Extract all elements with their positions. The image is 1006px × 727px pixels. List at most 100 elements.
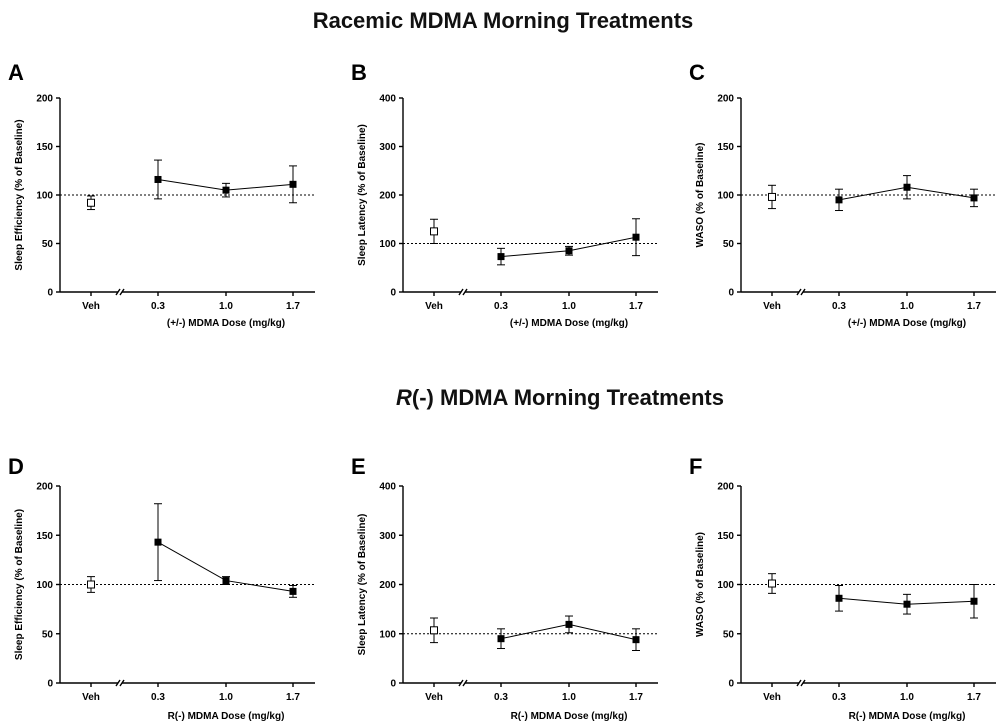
axis-break-mark (458, 288, 464, 296)
dose-point (565, 247, 573, 255)
dose-point (497, 635, 505, 643)
x-tick-label: 0.3 (494, 692, 508, 703)
y-tick-label: 200 (379, 580, 396, 591)
x-tick-label: 1.0 (219, 301, 233, 312)
dose-point (903, 600, 911, 608)
dose-point (835, 196, 843, 204)
y-tick-label: 50 (723, 239, 735, 250)
x-tick-label: 1.7 (967, 301, 981, 312)
panel-letter: E (351, 454, 366, 479)
x-tick-label: 1.7 (629, 692, 643, 703)
vehicle-point (768, 579, 776, 588)
x-tick-label-vehicle: Veh (82, 692, 100, 703)
panel-B: B 0 100 200 300 400 Sleep Latency (% of Baseli… (351, 60, 658, 329)
dose-point (565, 620, 573, 628)
axis-break-mark (800, 679, 806, 687)
y-tick-label: 100 (36, 580, 53, 591)
y-tick-label: 100 (379, 239, 396, 250)
y-axis-label: Sleep Efficiency (% of Baseline) (14, 119, 25, 270)
vehicle-point (87, 580, 95, 589)
y-axis-label: Sleep Latency (% of Baseline) (357, 124, 368, 266)
x-axis-label: R(-) MDMA Dose (mg/kg) (849, 711, 966, 722)
x-tick-label: 0.3 (832, 692, 846, 703)
y-tick-label: 400 (379, 94, 396, 105)
x-tick-label: 0.3 (151, 301, 165, 312)
y-tick-label: 300 (379, 142, 396, 153)
y-tick-label: 0 (47, 288, 53, 299)
dose-point (497, 253, 505, 261)
x-tick-label: 1.0 (562, 692, 576, 703)
dose-point (970, 597, 978, 605)
vehicle-point (87, 198, 95, 207)
x-tick-label: 0.3 (151, 692, 165, 703)
vehicle-point (768, 192, 776, 201)
x-tick-label: 0.3 (832, 301, 846, 312)
x-tick-label-vehicle: Veh (425, 692, 443, 703)
x-tick-label-vehicle: Veh (763, 301, 781, 312)
axis-break-mark (458, 679, 464, 687)
y-tick-label: 100 (717, 580, 734, 591)
vehicle-point (430, 227, 438, 236)
x-tick-label: 1.0 (562, 301, 576, 312)
x-tick-label: 1.0 (219, 692, 233, 703)
x-tick-label: 1.7 (286, 692, 300, 703)
x-tick-label: 1.0 (900, 301, 914, 312)
axis-break-mark (800, 288, 806, 296)
y-tick-label: 50 (42, 239, 54, 250)
y-tick-label: 200 (379, 191, 396, 202)
dose-point (289, 180, 297, 188)
x-axis-label: R(-) MDMA Dose (mg/kg) (168, 711, 285, 722)
dose-point (154, 538, 162, 546)
y-tick-label: 150 (36, 531, 53, 542)
x-tick-label: 1.7 (286, 301, 300, 312)
panel-letter: C (689, 60, 705, 85)
axis-break-mark (119, 679, 125, 687)
y-tick-label: 200 (717, 94, 734, 105)
panel-C: C 0 50 100 150 200 WASO (% of Baseline) Veh 0.3 1… (689, 60, 996, 329)
y-tick-label: 150 (36, 142, 53, 153)
panel-A: A 0 50 100 150 200 Sleep Efficiency (% of Base… (8, 60, 315, 329)
panel-letter: F (689, 454, 702, 479)
axis-break-mark (115, 679, 121, 687)
dose-point (632, 636, 640, 644)
y-tick-label: 50 (723, 629, 735, 640)
row-title-racemic: Racemic MDMA Morning Treatments (313, 8, 694, 33)
y-tick-label: 0 (47, 679, 53, 690)
x-axis-label: (+/-) MDMA Dose (mg/kg) (510, 318, 628, 329)
y-tick-label: 200 (36, 94, 53, 105)
axis-break-mark (115, 288, 121, 296)
panel-E: E 0 100 200 300 400 Sleep Latency (% of Baseli… (351, 454, 658, 722)
y-tick-label: 100 (379, 629, 396, 640)
y-axis-label: WASO (% of Baseline) (695, 142, 706, 247)
x-tick-label-vehicle: Veh (425, 301, 443, 312)
x-tick-label-vehicle: Veh (763, 692, 781, 703)
dose-point (154, 175, 162, 183)
x-axis-label: R(-) MDMA Dose (mg/kg) (511, 711, 628, 722)
panel-letter: D (8, 454, 24, 479)
y-axis-label: Sleep Efficiency (% of Baseline) (14, 509, 25, 660)
axis-break-mark (796, 679, 802, 687)
y-axis-label: Sleep Latency (% of Baseline) (357, 514, 368, 656)
y-tick-label: 150 (717, 531, 734, 542)
y-tick-label: 100 (36, 191, 53, 202)
row-title-italic: R (396, 385, 412, 410)
y-tick-label: 0 (390, 288, 396, 299)
axis-break-mark (119, 288, 125, 296)
y-tick-label: 0 (728, 288, 734, 299)
x-tick-label: 1.7 (629, 301, 643, 312)
axis-break-mark (796, 288, 802, 296)
dose-point (289, 587, 297, 595)
x-tick-label: 0.3 (494, 301, 508, 312)
axis-break-mark (462, 679, 468, 687)
dose-point (970, 194, 978, 202)
x-tick-label: 1.0 (900, 692, 914, 703)
x-tick-label: 1.7 (967, 692, 981, 703)
x-axis-label: (+/-) MDMA Dose (mg/kg) (848, 318, 966, 329)
row-title-text: Racemic MDMA Morning Treatments (313, 8, 694, 33)
y-tick-label: 400 (379, 482, 396, 493)
y-tick-label: 100 (717, 191, 734, 202)
vehicle-point (430, 626, 438, 635)
row-title-text: (-) MDMA Morning Treatments (412, 385, 724, 410)
y-tick-label: 150 (717, 142, 734, 153)
